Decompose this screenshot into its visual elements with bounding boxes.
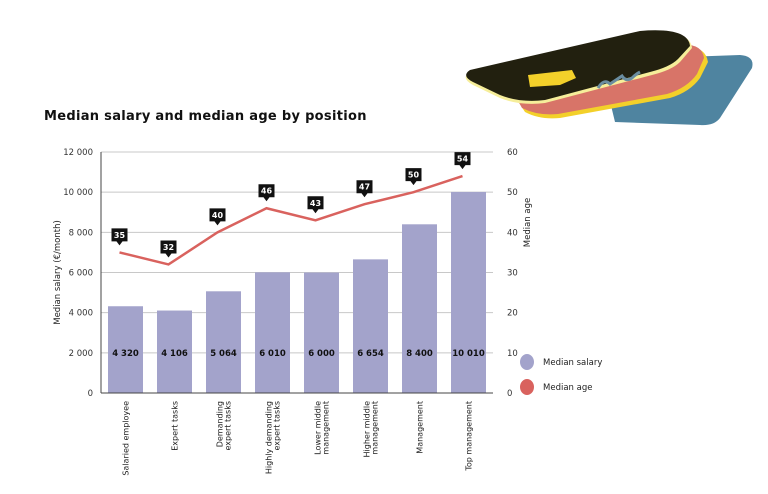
x-tick-label: expert tasks <box>224 401 233 451</box>
x-tick-label: Salaried employee <box>122 401 131 476</box>
bar-label: 6 000 <box>308 349 335 359</box>
bar <box>157 310 192 393</box>
age-label: 50 <box>408 171 420 180</box>
y-tick-label: 4 000 <box>69 309 93 319</box>
legend-label: Median salary <box>543 358 602 368</box>
y-tick-label: 0 <box>88 389 93 399</box>
y-tick-label: 2 000 <box>69 349 93 359</box>
y-right-tick-label: 20 <box>507 309 518 319</box>
x-tick-label: Expert tasks <box>171 401 180 451</box>
y-right-tick-label: 30 <box>507 269 518 279</box>
bar <box>304 272 339 393</box>
age-label: 43 <box>310 199 321 208</box>
age-label: 54 <box>457 155 469 164</box>
y-right-tick-label: 40 <box>507 228 518 238</box>
x-tick-label: Highly demanding <box>265 401 274 474</box>
chart-title: Median salary and median age by position <box>44 109 367 124</box>
y-right-axis-label: Median age <box>523 198 533 247</box>
age-label: 32 <box>163 243 174 252</box>
y-axis-label: Median salary (€/month) <box>53 220 63 325</box>
bar <box>206 291 241 393</box>
y-right-tick-label: 60 <box>507 148 518 158</box>
age-label: 46 <box>261 187 273 196</box>
bar-label: 5 064 <box>210 349 237 359</box>
age-label-marker <box>356 180 373 198</box>
age-label: 35 <box>114 231 126 240</box>
bar <box>353 259 388 393</box>
y-right-tick-label: 10 <box>507 349 518 359</box>
age-label-marker <box>454 152 471 170</box>
age-label-marker <box>258 184 275 202</box>
age-label-marker <box>160 240 177 258</box>
bars: 4 320 4 106 5 064 6 010 6 000 6 654 8 400 10 01… <box>108 191 486 393</box>
bar-label: 6 010 <box>259 349 286 359</box>
y-tick-label: 12 000 <box>63 148 93 158</box>
legend-label: Median age <box>543 383 592 393</box>
bar <box>451 191 486 393</box>
legend-swatch <box>520 379 534 395</box>
bar-label: 4 106 <box>161 349 188 359</box>
y-right-tick-label: 0 <box>507 389 512 399</box>
x-tick-label: Higher middle <box>363 401 372 458</box>
y-right-tick-label: 50 <box>507 188 518 198</box>
bar-label: 4 320 <box>112 349 139 359</box>
age-label-marker <box>307 196 324 214</box>
age-label-marker <box>209 208 226 226</box>
bar <box>402 224 437 393</box>
legend: Median salary Median age <box>520 354 602 395</box>
age-label: 40 <box>212 211 224 220</box>
axes: 0 2 000 4 000 6 000 8 000 10 000 12 000 0 10 20 30… <box>53 148 533 476</box>
age-label: 47 <box>359 183 370 192</box>
x-tick-label: expert tasks <box>273 401 282 451</box>
credit-cards-icon <box>465 30 753 126</box>
y-tick-label: 8 000 <box>69 228 93 238</box>
x-tick-label: Top management <box>465 401 474 472</box>
x-tick-label: Lower middle <box>314 401 323 455</box>
x-tick-label: management <box>322 401 331 455</box>
y-tick-label: 6 000 <box>69 269 93 279</box>
age-label-marker <box>405 168 422 186</box>
age-line: 35 32 40 46 43 47 50 54 <box>111 152 471 266</box>
age-label-marker <box>111 228 128 246</box>
legend-swatch <box>520 354 534 370</box>
x-tick-label: Management <box>416 401 425 454</box>
y-tick-label: 10 000 <box>63 188 93 198</box>
x-tick-label: Demanding <box>216 401 225 447</box>
bar-label: 6 654 <box>357 349 384 359</box>
bar-label: 10 010 <box>452 349 485 359</box>
bar-label: 8 400 <box>406 349 433 359</box>
age-line-path <box>119 174 463 266</box>
bar <box>255 272 290 393</box>
bar <box>108 306 143 393</box>
x-tick-label: management <box>371 401 380 455</box>
